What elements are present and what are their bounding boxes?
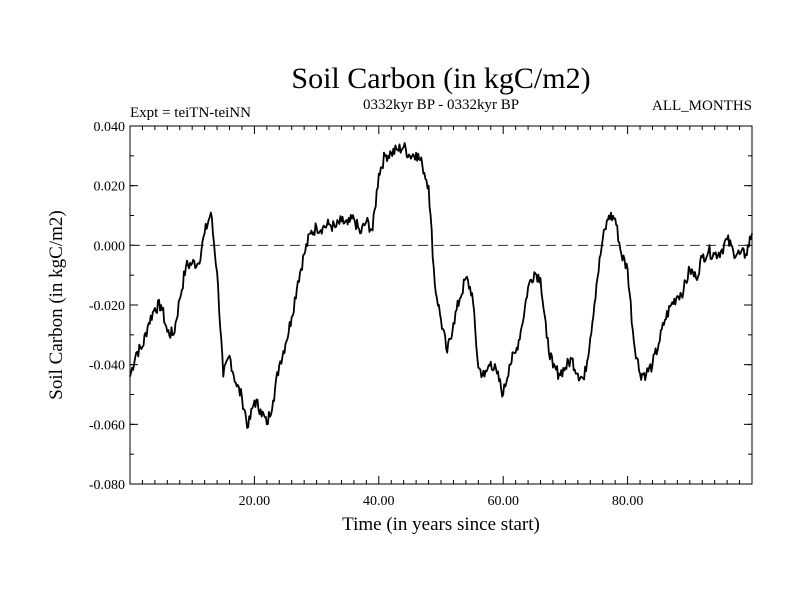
chart-title: Soil Carbon (in kgC/m2) [291, 62, 590, 95]
subtitle-months: ALL_MONTHS [652, 98, 752, 114]
y-tick-label: 0.000 [94, 239, 126, 254]
y-tick-label: -0.080 [89, 478, 125, 493]
x-tick-labels: 20.00 40.00 60.00 80.00 [239, 494, 644, 509]
x-tick-label: 80.00 [612, 494, 644, 509]
y-tick-label: 0.040 [94, 120, 126, 135]
subtitle-experiment: Expt = teiTN-teiNN [130, 105, 251, 121]
y-tick-label: -0.060 [89, 418, 125, 433]
y-axis-label: Soil Carbon (in kgC/m2) [46, 210, 67, 399]
y-tick-label: 0.020 [94, 180, 126, 195]
x-tick-label: 60.00 [487, 494, 519, 509]
x-tick-label: 20.00 [239, 494, 271, 509]
x-tick-label: 40.00 [363, 494, 395, 509]
y-tick-labels: -0.080 -0.060 -0.040 -0.020 0.000 0.020 0.040 [89, 120, 125, 493]
y-tick-label: -0.040 [89, 359, 125, 374]
subtitle-period: 0332kyr BP - 0332kyr BP [363, 97, 519, 113]
y-tick-label: -0.020 [89, 299, 125, 314]
x-axis-label: Time (in years since start) [342, 514, 540, 535]
plot-frame [129, 125, 753, 485]
series-line-soil-carbon [129, 142, 753, 429]
axis-ticks [130, 125, 752, 485]
